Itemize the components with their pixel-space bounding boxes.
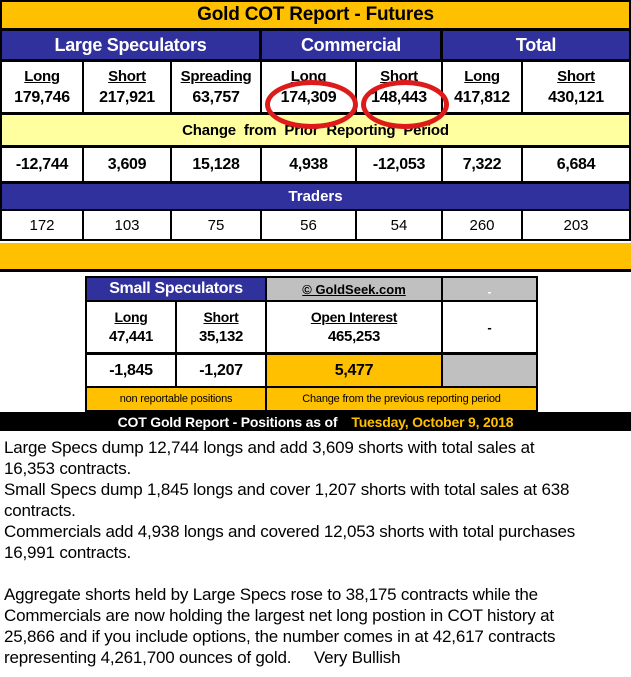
small-spec-change-row: -1,845 -1,207 5,477: [87, 352, 536, 386]
commentary-text: Large Specs dump 12,744 longs and add 3,…: [4, 437, 628, 668]
commentary-line: Commercials are now holding the largest …: [4, 606, 554, 625]
total-short-cell: Short 430,121: [523, 62, 629, 112]
traders-count: 103: [84, 211, 172, 239]
futures-table: Gold COT Report - Futures Large Speculat…: [0, 0, 631, 241]
red-circle-annotation: [361, 80, 449, 129]
column-header: Long: [114, 309, 148, 325]
change-value: -12,744: [2, 148, 84, 181]
commentary-line: representing 4,261,700 ounces of gold. V…: [4, 648, 401, 667]
column-header: Open Interest: [310, 309, 398, 325]
change-value: 6,684: [556, 155, 596, 173]
separator-band: [0, 243, 631, 272]
ls-long-cell: Long 179,746: [2, 62, 84, 112]
change-value: 7,322: [443, 148, 523, 181]
change-value: 4,938: [262, 148, 357, 181]
column-header: Short: [203, 309, 239, 325]
position-value: 430,121: [548, 88, 604, 106]
change-value: 3,609: [84, 148, 172, 181]
change-value: -1,845: [87, 355, 177, 386]
commentary-line: Commercials add 4,938 longs and covered …: [4, 522, 576, 541]
column-header: Short: [108, 67, 146, 85]
traders-count: 260: [443, 211, 523, 239]
traders-header: Traders: [2, 184, 629, 211]
commentary-line: 16,353 contracts.: [4, 459, 132, 478]
commentary-line: Aggregate shorts held by Large Specs ros…: [4, 585, 538, 604]
ss-short-cell: Short 35,132: [177, 302, 267, 352]
empty-gray-cell: [443, 355, 536, 386]
position-value: 217,921: [99, 88, 155, 106]
open-interest-change-value: 5,477: [267, 355, 443, 386]
change-value: 15,128: [172, 148, 262, 181]
red-circle-annotation: [265, 80, 358, 129]
column-header: Long: [464, 67, 500, 85]
commentary-line: 16,991 contracts.: [4, 543, 132, 562]
column-header: Long: [24, 67, 60, 85]
small-spec-positions-row: Long 47,441 Short 35,132 Open Interest 4…: [87, 300, 536, 352]
total-long-cell: Long 417,812: [443, 62, 523, 112]
placeholder-dash: -: [487, 319, 492, 335]
traders-count: 203: [563, 216, 589, 234]
change-values-row: -12,744 3,609 15,128 4,938 -12,053 7,322…: [2, 148, 629, 184]
group-header-large-speculators: Large Speculators: [2, 31, 262, 59]
report-title: Gold COT Report - Futures: [2, 2, 629, 31]
change-value: -1,207: [177, 355, 267, 386]
position-value: 63,757: [192, 88, 240, 106]
change-value: -12,053: [357, 148, 443, 181]
report-date-label: COT Gold Report - Positions as of: [117, 413, 338, 430]
placeholder-dash: -: [443, 278, 536, 300]
footnote-change-period: Change from the previous reporting perio…: [302, 393, 501, 405]
goldseek-link[interactable]: © GoldSeek.com: [267, 278, 443, 300]
small-speculators-table: Small Speculators © GoldSeek.com - Long …: [85, 276, 538, 412]
position-value: 417,812: [454, 88, 510, 106]
traders-count: 75: [172, 211, 262, 239]
traders-count: 172: [2, 211, 84, 239]
small-speculators-header: Small Speculators: [87, 278, 267, 300]
ls-short-cell: Short 217,921: [84, 62, 172, 112]
position-value: 35,132: [198, 328, 244, 345]
commentary-line: Large Specs dump 12,744 longs and add 3,…: [4, 438, 535, 457]
positions-row: Long 179,746 Short 217,921 Spreading 63,…: [2, 62, 629, 115]
group-header-commercial: Commercial: [262, 31, 443, 59]
ss-long-cell: Long 47,441: [87, 302, 177, 352]
ls-spreading-cell: Spreading 63,757: [172, 62, 262, 112]
position-value: 179,746: [14, 88, 70, 106]
group-header-total: Total: [515, 34, 557, 55]
commentary-line: contracts.: [4, 501, 76, 520]
position-value: 465,253: [327, 328, 381, 345]
column-header: Short: [557, 67, 595, 85]
commentary-line: [4, 563, 628, 584]
small-spec-header-row: Small Speculators © GoldSeek.com -: [87, 278, 536, 300]
group-header-row: Large Speculators Commercial Total: [2, 31, 629, 62]
traders-count: 56: [262, 211, 357, 239]
small-spec-footnote-row: non reportable positions Change from the…: [87, 386, 536, 410]
report-date: Tuesday, October 9, 2018: [351, 413, 514, 430]
footnote-non-reportable: non reportable positions: [87, 388, 267, 410]
traders-count: 54: [357, 211, 443, 239]
traders-values-row: 172 103 75 56 54 260 203: [2, 211, 629, 239]
position-value: 47,441: [108, 328, 154, 345]
report-date-band: COT Gold Report - Positions as of Tuesda…: [0, 412, 631, 431]
open-interest-cell: Open Interest 465,253: [267, 302, 443, 352]
commentary-line: Small Specs dump 1,845 longs and cover 1…: [4, 480, 570, 499]
commentary-line: 25,866 and if you include options, the n…: [4, 627, 556, 646]
column-header: Spreading: [180, 67, 252, 85]
